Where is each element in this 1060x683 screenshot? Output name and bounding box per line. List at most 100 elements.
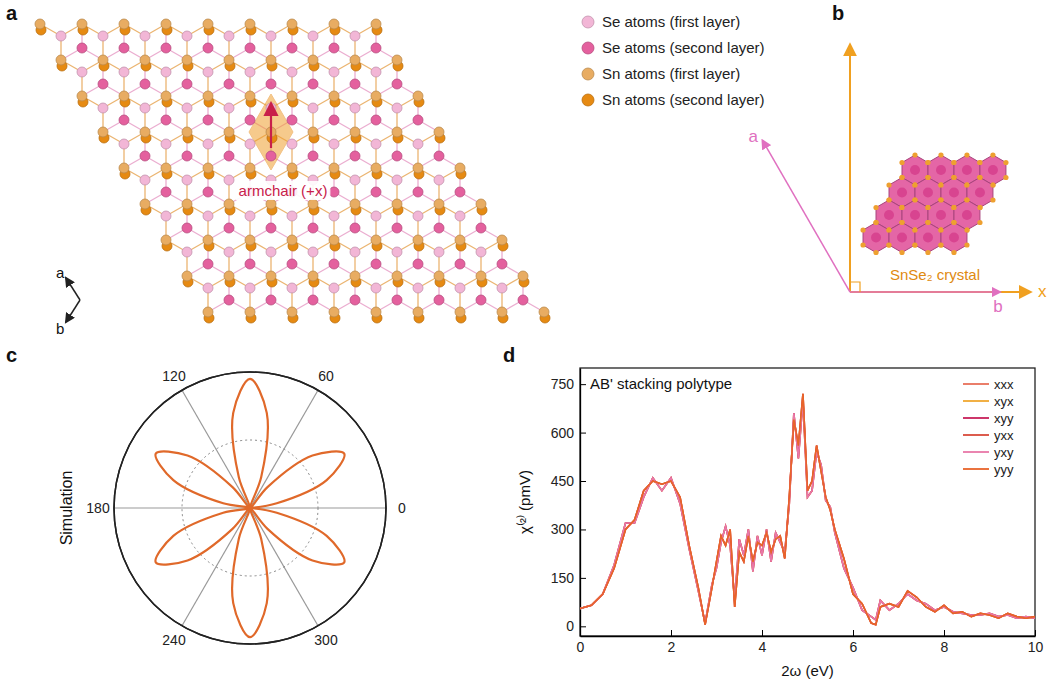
- sn-atom: [964, 152, 969, 157]
- sn-atom-first-layer: [266, 271, 276, 281]
- x-tick: 2: [668, 630, 676, 655]
- plot-marks: [580, 394, 1035, 625]
- sn-atom: [990, 197, 995, 202]
- sn-atom-first-layer: [455, 307, 465, 317]
- y-tick: 450: [551, 473, 586, 489]
- x-axis-line: [581, 636, 1036, 637]
- se-atom: [949, 188, 959, 198]
- sn-atom: [938, 227, 943, 232]
- se-atom-first-layer: [245, 139, 255, 149]
- sn-atom: [912, 227, 917, 232]
- sn-atom: [938, 152, 943, 157]
- sn-atom: [1003, 175, 1008, 180]
- angular-tick-label: 180: [86, 500, 110, 516]
- sn-atom: [886, 227, 891, 232]
- se-atom-second-layer: [434, 295, 444, 305]
- series-line: [580, 394, 1035, 625]
- y-tick: 150: [551, 570, 586, 586]
- se-atom-second-layer: [392, 295, 402, 305]
- se-atom-second-layer: [203, 115, 213, 125]
- legend-swatch: [582, 68, 594, 80]
- lattice-diagram: [35, 19, 550, 323]
- sn-atom: [899, 220, 904, 225]
- sn-atom-first-layer: [224, 199, 234, 209]
- legend-swatch: [963, 383, 989, 385]
- sn-atom: [886, 242, 891, 247]
- se-atom-second-layer: [329, 115, 339, 125]
- x-tick-label: 0: [577, 639, 585, 655]
- x-tick-label: 10: [1028, 639, 1044, 655]
- se-atom-first-layer: [182, 31, 192, 41]
- se-atom-second-layer: [308, 79, 318, 89]
- x-tick-label: 6: [850, 639, 858, 655]
- se-atom-first-layer: [350, 31, 360, 41]
- se-atom-first-layer: [287, 283, 297, 293]
- sn-atom-first-layer: [203, 235, 213, 245]
- sn-atom: [938, 182, 943, 187]
- se-atom-first-layer: [182, 175, 192, 185]
- sn-atom-first-layer: [308, 127, 318, 137]
- sn-atom-first-layer: [308, 199, 318, 209]
- legend-label: xxx: [994, 377, 1014, 392]
- angular-grid-line: [114, 507, 250, 508]
- sn-atom: [912, 182, 917, 187]
- sn-atom: [886, 197, 891, 202]
- y-tick: 600: [551, 425, 586, 441]
- angular-tick-label: 60: [318, 368, 334, 384]
- se-atom-second-layer: [329, 187, 339, 197]
- sn-atom: [951, 175, 956, 180]
- se-atom-first-layer: [455, 211, 465, 221]
- sn-atom: [925, 175, 930, 180]
- hexagon: [915, 223, 941, 253]
- se-atom-second-layer: [224, 223, 234, 233]
- se-atom-second-layer: [161, 187, 171, 197]
- se-atom-first-layer: [245, 211, 255, 221]
- sn-atom: [964, 242, 969, 247]
- se-atom-first-layer: [182, 103, 192, 113]
- sn-atom-first-layer: [266, 55, 276, 65]
- se-atom-first-layer: [287, 67, 297, 77]
- sn-atom: [938, 227, 943, 232]
- sn-atom: [899, 250, 904, 255]
- se-atom-second-layer: [224, 79, 234, 89]
- legend-label: xyy: [994, 411, 1014, 426]
- se-atom-first-layer: [224, 31, 234, 41]
- se-atom-second-layer: [371, 187, 381, 197]
- sn-atom-first-layer: [371, 19, 381, 29]
- x-tick: 4: [759, 630, 767, 655]
- se-atom-second-layer: [434, 223, 444, 233]
- se-atom-second-layer: [308, 151, 318, 161]
- se-atom-first-layer: [140, 31, 150, 41]
- sn-atom-first-layer: [329, 91, 339, 101]
- sn-atom: [886, 242, 891, 247]
- x-tick: 6: [850, 630, 858, 655]
- sn-atom-first-layer: [287, 163, 297, 173]
- axis-label: b: [56, 320, 64, 337]
- sn-atom-first-layer: [497, 235, 507, 245]
- sn-atom: [951, 250, 956, 255]
- sn-atom-first-layer: [35, 19, 45, 29]
- se-atom-second-layer: [245, 115, 255, 125]
- se-atom-second-layer: [308, 295, 318, 305]
- se-atom-second-layer: [413, 187, 423, 197]
- sn-atom: [925, 220, 930, 225]
- sn-atom: [899, 175, 904, 180]
- se-atom-first-layer: [77, 67, 87, 77]
- sn-atom: [951, 160, 956, 165]
- se-atom-first-layer: [350, 247, 360, 257]
- sn-atom: [912, 227, 917, 232]
- sn-atom: [886, 197, 891, 202]
- se-atom: [910, 210, 920, 220]
- sn-atom: [977, 205, 982, 210]
- sn-atom-first-layer: [203, 163, 213, 173]
- se-atom-second-layer: [161, 115, 171, 125]
- se-atom-second-layer: [182, 79, 192, 89]
- sn-atom-first-layer: [203, 91, 213, 101]
- se-atom-second-layer: [140, 79, 150, 89]
- figure: abcdarmchair (+x)abSe atoms (first layer…: [0, 0, 1060, 683]
- legend-swatch: [582, 94, 594, 106]
- se-atom-second-layer: [392, 79, 402, 89]
- legend-swatch: [963, 400, 989, 402]
- se-atom: [936, 210, 946, 220]
- sn-atom-first-layer: [371, 307, 381, 317]
